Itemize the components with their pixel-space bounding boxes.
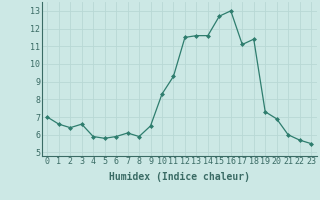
X-axis label: Humidex (Indice chaleur): Humidex (Indice chaleur) [109, 172, 250, 182]
